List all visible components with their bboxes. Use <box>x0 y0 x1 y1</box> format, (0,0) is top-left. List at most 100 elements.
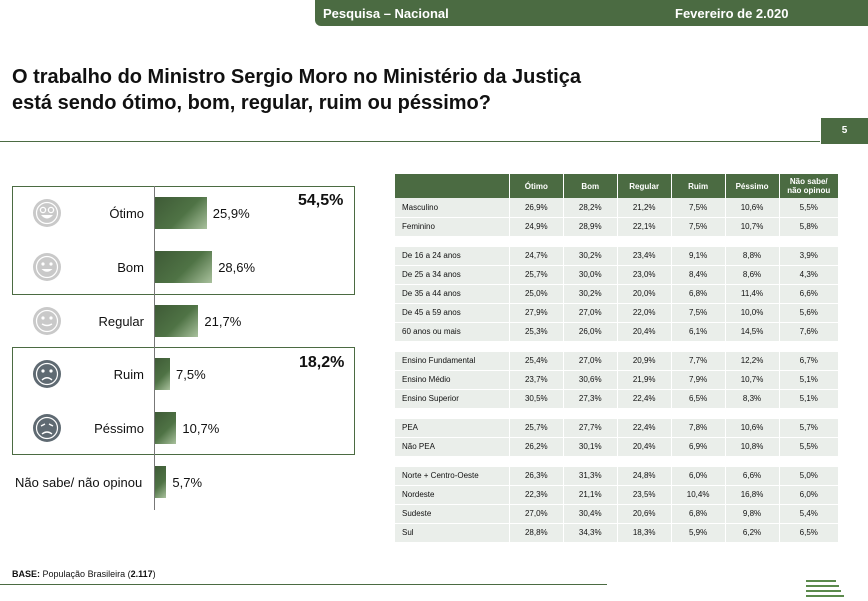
table-cell: 27,3% <box>562 389 618 409</box>
table-cell: 21,1% <box>562 485 618 505</box>
table-cell: 30,2% <box>562 246 618 266</box>
table-cell: 27,7% <box>562 418 618 438</box>
table-cell: 5,7% <box>778 418 838 438</box>
table-cell: 25,0% <box>508 284 564 304</box>
table-cell: 34,3% <box>562 523 618 543</box>
table-cell: 27,0% <box>508 504 564 524</box>
table-cell: 26,0% <box>562 322 618 342</box>
table-cell: 7,5% <box>670 198 726 218</box>
table-cell: 26,9% <box>508 198 564 218</box>
table-cell: 27,0% <box>562 351 618 371</box>
table-cell: 20,0% <box>616 284 672 304</box>
base-n: 2.117 <box>130 569 153 579</box>
table-cell: 6,1% <box>670 322 726 342</box>
table-cell: 27,0% <box>562 303 618 323</box>
category-label: Ruim <box>113 367 144 382</box>
page-title: O trabalho do Ministro Sergio Moro no Mi… <box>12 64 712 116</box>
table-cell: 28,2% <box>562 198 618 218</box>
table-cell: 28,9% <box>562 217 618 237</box>
column-header: Não sabe/não opinou <box>778 174 838 198</box>
table-cell: 27,9% <box>508 303 564 323</box>
very-happy-face-icon <box>32 198 62 228</box>
bar-value-label: 7,5% <box>176 367 206 382</box>
table-cell: 5,9% <box>670 523 726 543</box>
table-cell: 9,1% <box>670 246 726 266</box>
table-cell: 18,3% <box>616 523 672 543</box>
table-cell: 6,2% <box>724 523 780 543</box>
table-row: De 45 a 59 anos 27,9% 27,0% 22,0% 7,5% 10,0% 5… <box>394 303 838 323</box>
table-cell: 30,1% <box>562 437 618 457</box>
table-cell: 10,6% <box>724 198 780 218</box>
row-label: De 16 a 24 anos <box>394 246 510 266</box>
chart-axis <box>154 186 155 510</box>
table-cell: 24,7% <box>508 246 564 266</box>
table-cell: 25,4% <box>508 351 564 371</box>
base-close: ) <box>152 569 156 579</box>
row-label: Feminino <box>394 217 510 237</box>
table-cell: 8,6% <box>724 265 780 285</box>
neutral-face-icon <box>32 306 62 336</box>
table-cell: 22,0% <box>616 303 672 323</box>
table-row: De 25 a 34 anos 25,7% 30,0% 23,0% 8,4% 8,6% 4,… <box>394 265 838 285</box>
table-row: 60 anos ou mais 25,3% 26,0% 20,4% 6,1% 14,5% 7… <box>394 322 838 342</box>
table-cell: 7,9% <box>670 370 726 390</box>
negative-group-box <box>12 347 355 455</box>
title-line-1: O trabalho do Ministro Sergio Moro no Mi… <box>12 66 581 88</box>
table-row: Feminino 24,9% 28,9% 22,1% 7,5% 10,7% 5,8% <box>394 217 838 237</box>
table-cell: 22,4% <box>616 418 672 438</box>
logo-stripes-icon <box>806 578 844 601</box>
table-cell: 23,4% <box>616 246 672 266</box>
table-cell: 9,8% <box>724 504 780 524</box>
table-cell: 6,6% <box>724 466 780 486</box>
column-header: Regular <box>616 174 672 198</box>
footer-divider <box>0 584 607 585</box>
table-cell: 20,4% <box>616 437 672 457</box>
happy-face-icon <box>32 252 62 282</box>
table-cell: 23,0% <box>616 265 672 285</box>
table-cell: 31,3% <box>562 466 618 486</box>
bar <box>155 305 199 337</box>
table-cell: 12,2% <box>724 351 780 371</box>
category-label: Péssimo <box>94 421 144 436</box>
row-label: De 25 a 34 anos <box>394 265 510 285</box>
table-cell: 6,8% <box>670 284 726 304</box>
survey-date: Fevereiro de 2.020 <box>675 6 789 21</box>
table-row: Sul 28,8% 34,3% 18,3% 5,9% 6,2% 6,5% <box>394 523 838 543</box>
table-cell: 7,7% <box>670 351 726 371</box>
table-cell: 8,8% <box>724 246 780 266</box>
table-cell: 6,0% <box>778 485 838 505</box>
bar-value-label: 28,6% <box>218 260 256 275</box>
row-label: Nordeste <box>394 485 510 505</box>
table-cell: 30,2% <box>562 284 618 304</box>
table-cell: 5,1% <box>778 389 838 409</box>
group-spacer <box>394 456 838 467</box>
table-row: Nordeste 22,3% 21,1% 23,5% 10,4% 16,8% 6,0% <box>394 485 838 505</box>
table-cell: 5,0% <box>778 466 838 486</box>
table-cell: 22,1% <box>616 217 672 237</box>
table-cell: 10,7% <box>724 217 780 237</box>
base-note: BASE: População Brasileira (2.117) <box>12 569 156 579</box>
survey-title: Pesquisa – Nacional <box>323 6 449 21</box>
table-cell: 5,4% <box>778 504 838 524</box>
column-header: Ruim <box>670 174 726 198</box>
row-label: 60 anos ou mais <box>394 322 510 342</box>
table-cell: 22,4% <box>616 389 672 409</box>
table-row: Ensino Superior 30,5% 27,3% 22,4% 6,5% 8,3% 5,… <box>394 389 838 409</box>
table-cell: 21,9% <box>616 370 672 390</box>
row-label: De 35 a 44 anos <box>394 284 510 304</box>
table-cell: 21,2% <box>616 198 672 218</box>
table-cell: 7,5% <box>670 303 726 323</box>
table-cell: 6,7% <box>778 351 838 371</box>
table-cell: 4,3% <box>778 265 838 285</box>
row-label: PEA <box>394 418 510 438</box>
bar-value-label: 21,7% <box>204 314 242 329</box>
row-label: Ensino Médio <box>394 370 510 390</box>
category-label: Ótimo <box>109 206 144 221</box>
table-cell: 26,3% <box>508 466 564 486</box>
group-spacer <box>394 236 838 247</box>
table-row: Não PEA 26,2% 30,1% 20,4% 6,9% 10,8% 5,5% <box>394 437 838 457</box>
table-cell: 5,6% <box>778 303 838 323</box>
table-cell: 20,4% <box>616 322 672 342</box>
negative-total: 18,2% <box>299 354 345 371</box>
table-cell: 10,0% <box>724 303 780 323</box>
